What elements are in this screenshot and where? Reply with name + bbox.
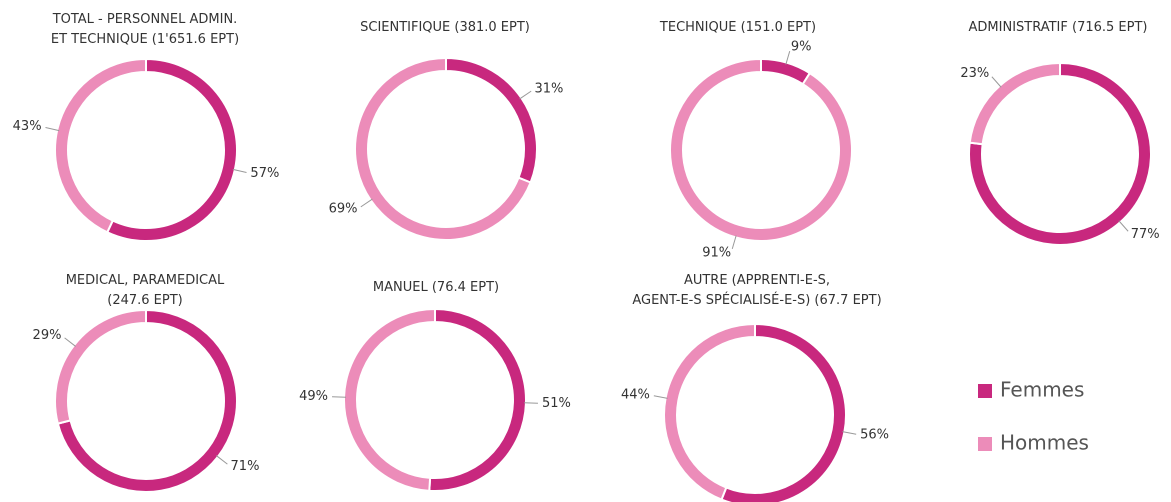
- data-label: 57%: [250, 166, 279, 181]
- data-label: 29%: [33, 328, 62, 343]
- leader-line: [785, 50, 791, 65]
- data-label: 56%: [860, 428, 889, 443]
- leader-line: [842, 431, 857, 435]
- data-label: 43%: [13, 119, 42, 134]
- donut-slice: [720, 322, 847, 502]
- leader-line: [360, 198, 373, 208]
- chart-title: SCIENTIFIQUE (381.0 EPT): [360, 20, 530, 35]
- leader-line: [232, 168, 247, 173]
- legend-swatch: [978, 437, 992, 451]
- donut-slice: [760, 57, 812, 86]
- donut-slice: [663, 322, 756, 501]
- data-label: 77%: [1131, 227, 1160, 242]
- chart-title: AUTRE (APPRENTI-E-S, AGENT-E-S SPÉCIALIS…: [632, 273, 882, 308]
- leader-line: [45, 127, 60, 132]
- leader-line: [216, 455, 228, 465]
- leader-line: [731, 235, 737, 250]
- donut-slice: [54, 308, 147, 425]
- legend-swatch: [978, 384, 992, 398]
- legend-label: Hommes: [1000, 431, 1089, 455]
- leader-line: [519, 90, 532, 100]
- leader-line: [991, 76, 1002, 88]
- chart-title: MANUEL (76.4 EPT): [372, 280, 500, 295]
- donut-slice: [669, 57, 853, 242]
- data-label: 44%: [621, 387, 650, 402]
- chart-title: TECHNIQUE (151.0 EPT): [659, 20, 817, 35]
- data-label: 9%: [791, 40, 812, 55]
- donut-slice: [54, 57, 147, 234]
- chart-title: MEDICAL, PARAMEDICAL (247.6 EPT): [65, 273, 225, 308]
- leader-line: [653, 395, 668, 399]
- donut-slice: [968, 61, 1061, 146]
- chart-title: ADMINISTRATIF (716.5 EPT): [968, 20, 1148, 35]
- legend-label: Femmes: [1000, 378, 1084, 402]
- donut-slice: [105, 57, 238, 242]
- data-label: 49%: [299, 389, 328, 404]
- donut-slice: [445, 56, 538, 184]
- data-label: 91%: [702, 245, 731, 260]
- donut-slice: [354, 56, 532, 241]
- donut-slice: [428, 307, 527, 492]
- data-label: 71%: [231, 459, 260, 474]
- data-label: 23%: [960, 66, 989, 81]
- data-label: 51%: [542, 396, 571, 411]
- chart-title: TOTAL - PERSONNEL ADMIN. ET TECHNIQUE (1…: [50, 12, 240, 47]
- data-label: 69%: [329, 202, 358, 217]
- donut-slice: [343, 307, 436, 492]
- data-label: 31%: [534, 81, 563, 96]
- leader-line: [1118, 220, 1129, 232]
- leader-line: [64, 337, 76, 347]
